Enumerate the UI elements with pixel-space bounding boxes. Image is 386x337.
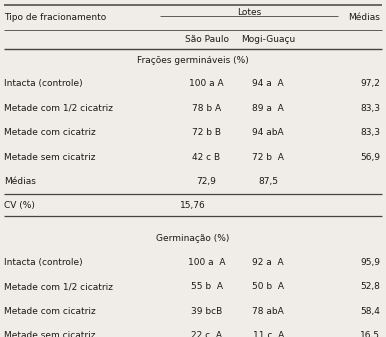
Text: 56,9: 56,9 [360,153,380,162]
Text: Frações germináveis (%): Frações germináveis (%) [137,56,249,65]
Text: Metade com 1/2 cicatriz: Metade com 1/2 cicatriz [4,103,113,113]
Text: 94 abA: 94 abA [252,128,284,137]
Text: 92 a  A: 92 a A [252,257,284,267]
Text: Mogi-Guaçu: Mogi-Guaçu [241,35,295,44]
Text: 87,5: 87,5 [258,177,278,186]
Text: 83,3: 83,3 [360,128,380,137]
Text: Médias: Médias [348,13,380,22]
Text: São Paulo: São Paulo [185,35,229,44]
Text: Intacta (controle): Intacta (controle) [4,257,83,267]
Text: Germinação (%): Germinação (%) [156,234,230,243]
Text: 100 a A: 100 a A [189,79,224,88]
Text: 42 c B: 42 c B [193,153,220,162]
Text: 22 c  A: 22 c A [191,331,222,337]
Text: 58,4: 58,4 [361,307,380,316]
Text: 94 a  A: 94 a A [252,79,284,88]
Text: Metade com cicatriz: Metade com cicatriz [4,307,96,316]
Text: CV (%): CV (%) [4,201,35,210]
Text: 39 bcB: 39 bcB [191,307,222,316]
Text: Intacta (controle): Intacta (controle) [4,79,83,88]
Text: Metade com cicatriz: Metade com cicatriz [4,128,96,137]
Text: 97,2: 97,2 [361,79,380,88]
Text: Tipo de fracionamento: Tipo de fracionamento [4,13,106,22]
Text: Lotes: Lotes [237,8,261,17]
Text: 78 abA: 78 abA [252,307,284,316]
Text: Metade sem cicatriz: Metade sem cicatriz [4,331,95,337]
Text: 15,76: 15,76 [180,201,206,210]
Text: 55 b  A: 55 b A [191,282,222,291]
Text: 72,9: 72,9 [196,177,217,186]
Text: Metade sem cicatriz: Metade sem cicatriz [4,153,95,162]
Text: Metade com 1/2 cicatriz: Metade com 1/2 cicatriz [4,282,113,291]
Text: 95,9: 95,9 [360,257,380,267]
Text: 72 b B: 72 b B [192,128,221,137]
Text: 50 b  A: 50 b A [252,282,284,291]
Text: 89 a  A: 89 a A [252,103,284,113]
Text: 72 b  A: 72 b A [252,153,284,162]
Text: 83,3: 83,3 [360,103,380,113]
Text: 52,8: 52,8 [361,282,380,291]
Text: 11 c  A: 11 c A [253,331,284,337]
Text: 100 a  A: 100 a A [188,257,225,267]
Text: 16,5: 16,5 [360,331,380,337]
Text: Médias: Médias [4,177,36,186]
Text: 78 b A: 78 b A [192,103,221,113]
